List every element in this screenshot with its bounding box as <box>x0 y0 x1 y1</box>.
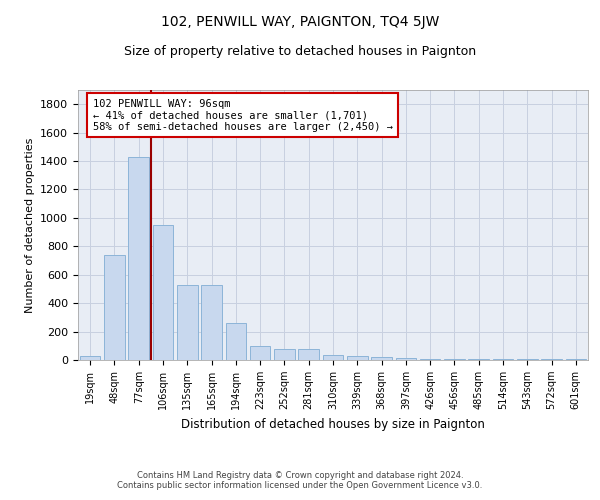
Bar <box>274 348 295 360</box>
Bar <box>420 358 440 360</box>
Text: Contains HM Land Registry data © Crown copyright and database right 2024.
Contai: Contains HM Land Registry data © Crown c… <box>118 470 482 490</box>
Bar <box>298 348 319 360</box>
Bar <box>201 284 222 360</box>
Bar <box>128 157 149 360</box>
Bar <box>250 346 271 360</box>
Bar <box>104 255 125 360</box>
Bar <box>152 225 173 360</box>
Bar <box>177 284 197 360</box>
X-axis label: Distribution of detached houses by size in Paignton: Distribution of detached houses by size … <box>181 418 485 430</box>
Text: 102, PENWILL WAY, PAIGNTON, TQ4 5JW: 102, PENWILL WAY, PAIGNTON, TQ4 5JW <box>161 15 439 29</box>
Bar <box>395 358 416 360</box>
Bar <box>323 355 343 360</box>
Text: 102 PENWILL WAY: 96sqm
← 41% of detached houses are smaller (1,701)
58% of semi-: 102 PENWILL WAY: 96sqm ← 41% of detached… <box>92 98 392 132</box>
Bar <box>80 356 100 360</box>
Y-axis label: Number of detached properties: Number of detached properties <box>25 138 35 312</box>
Bar <box>226 323 246 360</box>
Bar <box>347 356 368 360</box>
Bar <box>371 357 392 360</box>
Text: Size of property relative to detached houses in Paignton: Size of property relative to detached ho… <box>124 45 476 58</box>
